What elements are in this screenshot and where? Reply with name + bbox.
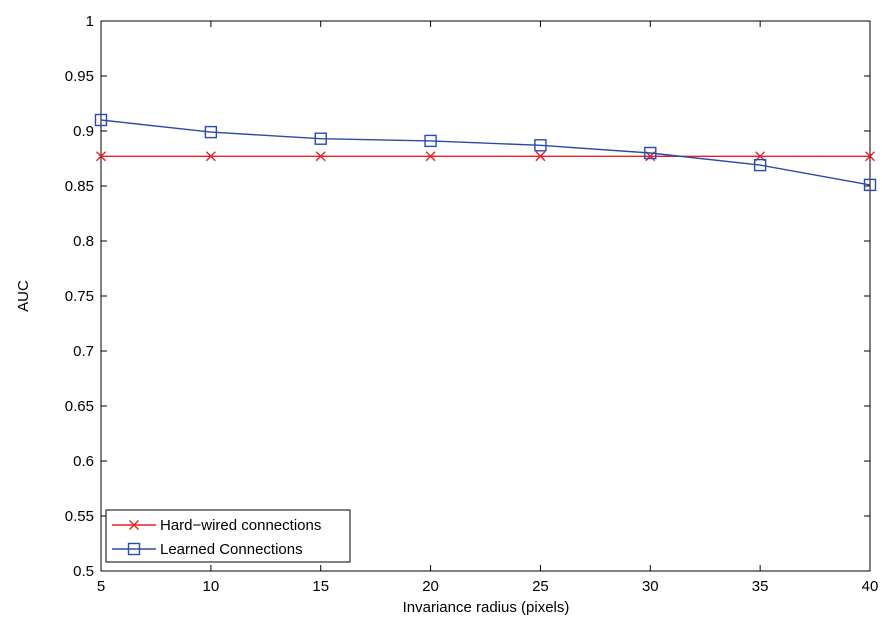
plot-area [100,20,871,572]
y-tick-label: 0.95 [65,68,94,85]
legend-marker [127,542,141,556]
data-point [753,158,767,172]
x-tick-label: 25 [532,578,549,595]
legend: Hard−wired connections Learned Connection… [105,509,351,563]
y-tick-label: 0.55 [65,508,94,525]
data-point [535,151,546,162]
y-tick-label: 0.7 [73,343,94,360]
data-point [425,151,436,162]
y-tick-label: 0.6 [73,453,94,470]
x-tick-label: 20 [422,578,439,595]
legend-entry: Learned Connections [112,541,303,558]
x-tick-label: 35 [752,578,769,595]
series-line [100,119,871,186]
y-tick-label: 0.5 [73,563,94,580]
data-point [314,132,327,145]
x-tick-label: 40 [862,578,879,595]
x-tick-label: 15 [312,578,329,595]
y-axis-label: AUC [15,280,32,312]
data-point [204,125,218,139]
legend-marker [129,520,139,530]
data-point [863,178,877,192]
data-point [94,113,108,127]
data-point [424,134,437,148]
legend-label: Learned Connections [160,541,303,558]
data-point [865,151,875,162]
x-tick-label: 5 [97,578,105,595]
y-tick-label: 0.75 [65,288,94,305]
legend-label: Hard−wired connections [160,517,321,534]
series-hard-wired [96,151,875,162]
y-tick-label: 0.65 [65,398,94,415]
series-layer [94,113,877,192]
legend-box [105,509,351,563]
data-point [315,151,326,162]
y-tick-label: 0.8 [73,233,94,250]
y-tick-label: 0.9 [73,123,94,140]
x-tick-label: 10 [203,578,220,595]
data-point [534,139,547,152]
y-tick-label: 1 [86,13,94,30]
data-point [644,146,657,160]
y-tick-label: 0.85 [65,178,94,195]
series-learned [94,113,877,192]
y-axis-ticks: 0.5 0.55 0.6 0.65 0.7 0.75 0.8 0.85 0.9 0.95 1 [65,13,870,580]
x-tick-label: 30 [642,578,659,595]
legend-entry: Hard−wired connections [112,517,321,534]
x-axis-ticks: 5 10 15 20 25 30 35 40 [97,21,879,595]
x-axis-label: Invariance radius (pixels) [403,599,570,616]
data-point [96,151,106,162]
data-point [205,151,216,162]
